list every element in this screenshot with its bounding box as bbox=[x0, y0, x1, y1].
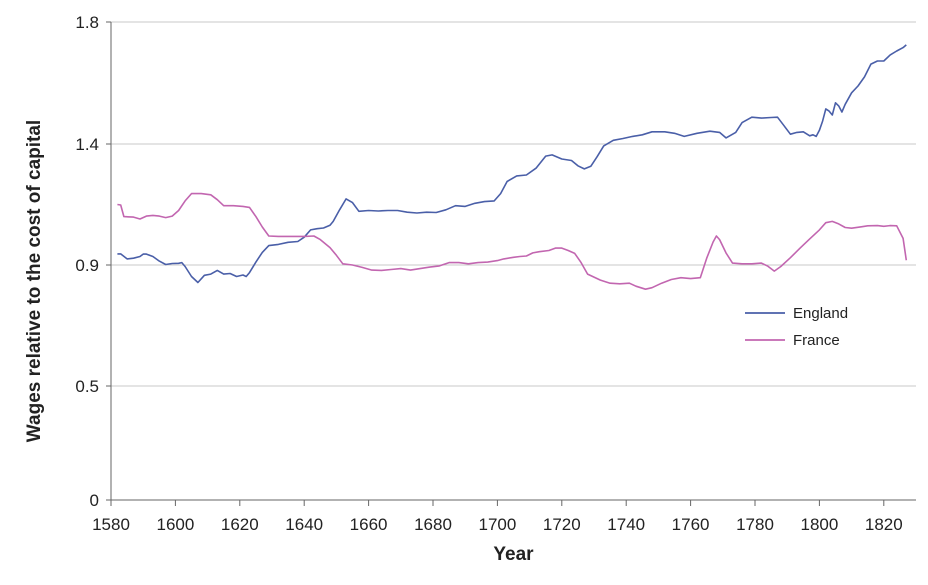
x-tick-label-3: 1640 bbox=[285, 515, 323, 534]
x-tick-label-10: 1780 bbox=[736, 515, 774, 534]
legend: England France bbox=[745, 305, 848, 349]
x-tick-label-5: 1680 bbox=[414, 515, 452, 534]
x-tick-label-1: 1600 bbox=[156, 515, 194, 534]
legend-label-france: France bbox=[793, 332, 840, 349]
x-tick-label-8: 1740 bbox=[607, 515, 645, 534]
y-axis-title: Wages relative to the cost of capital bbox=[24, 120, 45, 442]
x-tick-label-0: 1580 bbox=[92, 515, 130, 534]
legend-label-england: England bbox=[793, 305, 848, 322]
x-axis-title: Year bbox=[493, 544, 534, 565]
data-series bbox=[117, 44, 908, 290]
series-line-england bbox=[117, 44, 907, 284]
x-axis-ticks: 1580 1600 1620 1640 1660 1680 1700 1720 1740 1760… bbox=[92, 500, 903, 534]
x-tick-label-6: 1700 bbox=[478, 515, 516, 534]
y-axis-ticks: 0 0.5 0.9 1.4 1.8 bbox=[75, 13, 111, 510]
y-tick-label-2: 0.9 bbox=[75, 256, 99, 275]
x-tick-label-9: 1760 bbox=[672, 515, 710, 534]
y-tick-label-3: 1.4 bbox=[75, 135, 99, 154]
x-tick-label-7: 1720 bbox=[543, 515, 581, 534]
x-tick-label-4: 1660 bbox=[350, 515, 388, 534]
y-tick-label-4: 1.8 bbox=[75, 13, 99, 32]
y-tick-label-1: 0.5 bbox=[75, 377, 99, 396]
series-line-france bbox=[117, 192, 908, 290]
x-tick-label-11: 1800 bbox=[800, 515, 838, 534]
y-tick-label-0: 0 bbox=[90, 491, 99, 510]
x-tick-label-12: 1820 bbox=[865, 515, 903, 534]
x-tick-label-2: 1620 bbox=[221, 515, 259, 534]
axes bbox=[110, 22, 916, 501]
